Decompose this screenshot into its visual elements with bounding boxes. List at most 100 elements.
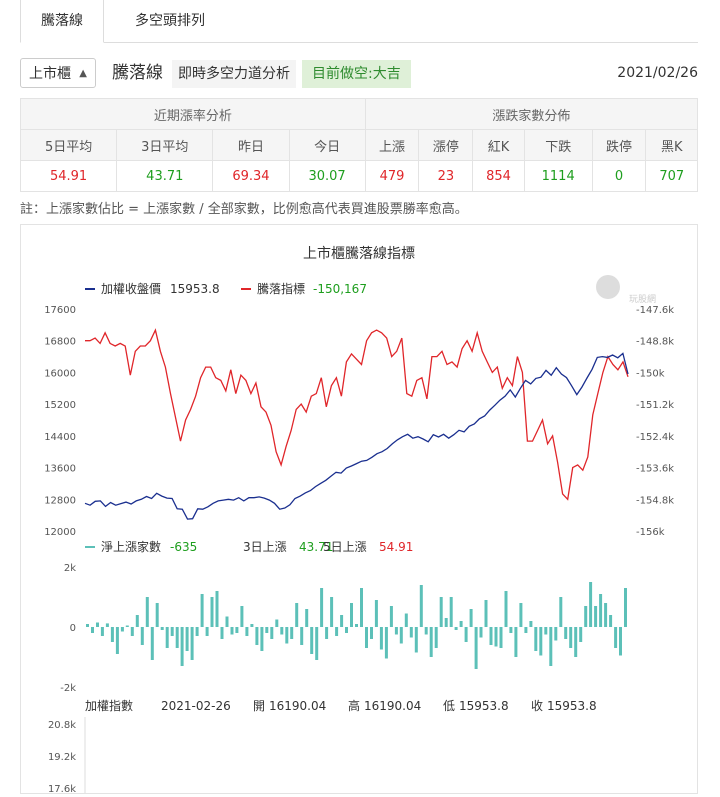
net-advance-bar	[499, 627, 503, 648]
net-advance-bar	[310, 627, 314, 654]
net-advance-bar	[235, 627, 239, 633]
tab-breadth-line[interactable]: 騰落線	[20, 0, 104, 43]
info-close: 15953.8	[547, 699, 597, 713]
footnote: 註：上漲家數佔比 = 上漲家數 / 全部家數，比例愈高代表買進股票勝率愈高。	[20, 202, 468, 217]
net-advance-bar	[96, 622, 99, 627]
stat-value: 1114	[523, 160, 593, 192]
net-advance-bar	[424, 627, 428, 635]
column-header: 上漲	[364, 129, 420, 161]
info-high: 16190.04	[364, 699, 421, 713]
net-advance-bar	[409, 627, 413, 638]
net-advance-bar	[429, 627, 433, 657]
net-advance-bar	[125, 625, 129, 627]
net-advance-bar	[225, 616, 229, 627]
net-advance-bar	[135, 615, 139, 627]
net-advance-bar	[609, 615, 613, 627]
stats-table: 近期漲率分析 漲跌家數分佈 5日平均 3日平均 昨日 今日 上漲 漲停 紅K 下跌 跌停 黑K 5…	[19, 98, 699, 192]
net-advance-bar	[614, 627, 618, 648]
info-index-label: 加權指數	[85, 698, 133, 713]
net-advance-bar	[474, 627, 478, 669]
column-header: 昨日	[212, 129, 290, 161]
net-advance-bar	[175, 627, 179, 648]
stat-value: 30.07	[288, 160, 366, 192]
stat-value: 0	[591, 160, 647, 192]
taiex-close-line	[84, 352, 629, 520]
net-advance-bar	[220, 627, 224, 639]
net-advance-bar	[384, 627, 388, 659]
data-date: 2021/02/26	[617, 65, 698, 81]
net-advance-bar	[544, 627, 548, 635]
y-axis-left-tick: 17600	[44, 305, 76, 316]
net-advance-bar	[434, 627, 438, 648]
market-select-value: 上市櫃	[29, 66, 71, 82]
bar-y-axis-tick: -2k	[60, 683, 76, 694]
stat-value: 479	[364, 160, 420, 192]
net-advance-bar	[469, 609, 473, 627]
net-advance-bar	[599, 594, 603, 627]
net-advance-bar	[190, 627, 194, 660]
net-advance-bar	[105, 623, 109, 627]
net-advance-bar	[245, 627, 249, 636]
net-advance-bar	[389, 606, 393, 627]
info-low-label: 低	[443, 699, 455, 713]
net-advance-bar	[360, 588, 363, 627]
bottom-chart-y-tick: 17.6k	[48, 784, 76, 793]
net-advance-bar	[275, 619, 279, 627]
net-advance-bar	[444, 618, 448, 627]
net-advance-bar	[494, 627, 498, 647]
y-axis-left-tick: 12000	[44, 527, 76, 538]
legend-label: 5日上漲	[323, 540, 367, 554]
net-advance-bar	[195, 627, 199, 636]
net-advance-bar	[454, 627, 458, 630]
net-advance-bar	[519, 603, 523, 627]
y-axis-left-tick: 16800	[44, 337, 76, 348]
net-advance-bar	[250, 624, 254, 627]
column-header: 3日平均	[116, 129, 214, 161]
net-advance-bar	[240, 606, 244, 627]
market-select[interactable]: 上市櫃 ▲	[20, 58, 96, 88]
net-advance-bar	[549, 627, 553, 666]
net-advance-bar	[370, 627, 373, 639]
chart-panel: 上市櫃騰落線指標 加權收盤價 15953.8 騰落指標 -150,167 17600 168…	[20, 224, 698, 795]
net-advance-bar	[619, 627, 622, 656]
y-axis-right-tick: -156k	[636, 527, 665, 538]
net-advance-bar	[484, 600, 488, 627]
status-badge: 目前做空:大吉	[302, 60, 411, 88]
net-advance-bar	[115, 627, 119, 654]
net-advance-bar	[285, 627, 289, 644]
net-advance-bar	[170, 627, 174, 636]
info-open-label: 開	[253, 699, 265, 713]
info-low: 15953.8	[459, 699, 509, 713]
net-advance-bar	[185, 627, 189, 651]
column-header: 跌停	[591, 129, 647, 161]
tab-trend-arrangement[interactable]: 多空頭排列	[135, 13, 205, 29]
net-advance-bar	[569, 627, 573, 648]
y-axis-left-tick: 13600	[44, 464, 76, 475]
legend-label: 3日上漲	[243, 540, 287, 554]
bar-y-axis-tick: 2k	[64, 563, 76, 574]
net-advance-bar	[399, 627, 403, 644]
net-advance-bar	[145, 597, 149, 627]
group-header-distribution: 漲跌家數分佈	[364, 98, 699, 130]
column-header: 漲停	[418, 129, 474, 161]
net-advance-bar	[345, 627, 348, 633]
net-advance-bar	[514, 627, 518, 657]
net-advance-bar	[335, 627, 339, 636]
legend-label: 騰落指標	[257, 281, 305, 296]
net-advance-bar	[230, 627, 234, 635]
bar-y-axis-tick: 0	[70, 623, 76, 634]
net-advance-bar	[91, 627, 94, 633]
net-advance-bar	[325, 627, 329, 639]
net-advance-bar	[564, 627, 568, 639]
net-advance-bar	[355, 624, 358, 627]
net-advance-bar	[449, 597, 453, 627]
net-advance-bar	[439, 597, 443, 627]
net-advance-bar	[295, 603, 299, 627]
y-axis-left-tick: 14400	[44, 432, 76, 443]
net-advance-bar	[130, 627, 134, 636]
legend-value: -150,167	[313, 282, 367, 296]
legend-value: 54.91	[379, 540, 413, 554]
legend-value: 15953.8	[170, 282, 220, 296]
info-open: 16190.04	[269, 699, 326, 713]
